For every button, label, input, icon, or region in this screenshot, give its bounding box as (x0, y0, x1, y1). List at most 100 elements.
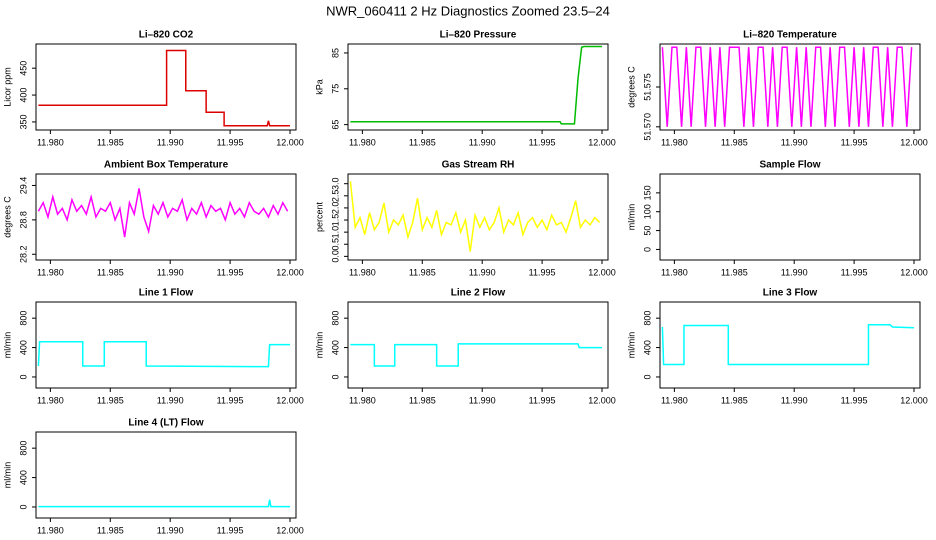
y-axis-label: Licor ppm (2, 67, 12, 107)
y-axis-label: degrees C (2, 196, 12, 238)
plot-frame (347, 43, 609, 131)
panel-title: Li–820 CO2 (139, 30, 194, 41)
y-tick-label: 400 (18, 470, 28, 485)
data-line (37, 188, 289, 238)
x-tick-label: 11.980 (349, 395, 376, 405)
data-line (38, 49, 291, 127)
panel: Line 4 (LT) Flow ml/min 11.980 11.985 11.990… (2, 418, 303, 536)
x-tick-label: 11.985 (409, 267, 436, 277)
x-tick-label: 11.985 (97, 267, 124, 277)
panel-title: Line 3 Flow (763, 288, 818, 299)
panel-title: Line 4 (LT) Flow (128, 418, 204, 429)
y-tick-label: 3.0 (330, 177, 340, 190)
y-tick-label: 0 (330, 374, 340, 379)
panel: Li–820 Pressure kPa 11.980 11.985 11.990 11.9… (314, 30, 615, 148)
y-axis-label: ml/min (2, 332, 12, 359)
y-tick-label: 28.2 (18, 246, 28, 264)
x-tick-label: 11.980 (37, 137, 64, 147)
x-tick-label: 12.000 (588, 395, 616, 405)
y-axis-label: ml/min (314, 332, 324, 359)
x-tick-label: 12.000 (588, 267, 616, 277)
panel-title: Li–820 Temperature (743, 30, 837, 41)
x-tick-label: 12.000 (900, 267, 928, 277)
x-tick-label: 11.985 (721, 137, 748, 147)
x-tick-label: 11.990 (157, 395, 184, 405)
x-tick-label: 11.990 (469, 267, 496, 277)
x-tick-label: 11.980 (37, 525, 64, 535)
plot-frame (659, 301, 921, 389)
y-tick-label: 800 (642, 311, 652, 326)
panel: Gas Stream RH percent 11.980 11.985 11.990 11… (314, 160, 615, 278)
x-tick-label: 11.995 (841, 137, 868, 147)
panel: Line 3 Flow ml/min 11.980 11.985 11.990 11.99… (626, 288, 927, 406)
panel-title: Li–820 Pressure (440, 30, 517, 41)
y-axis-label: ml/min (2, 462, 12, 489)
x-tick-label: 11.985 (97, 395, 124, 405)
x-tick-label: 11.995 (529, 137, 556, 147)
data-line (38, 499, 291, 508)
x-tick-label: 11.990 (781, 395, 808, 405)
y-tick-label: 800 (18, 441, 28, 456)
panel-title: Sample Flow (759, 160, 820, 171)
y-tick-label: 51.575 (642, 73, 652, 101)
x-tick-label: 11.990 (157, 267, 184, 277)
y-tick-label: 400 (330, 340, 340, 355)
y-tick-label: 2.5 (330, 190, 340, 203)
x-tick-label: 11.980 (661, 267, 688, 277)
x-tick-label: 11.995 (217, 395, 244, 405)
x-tick-label: 12.000 (900, 137, 928, 147)
y-tick-label: 800 (18, 311, 28, 326)
panel: Line 2 Flow ml/min 11.980 11.985 11.990 11.99… (314, 288, 615, 406)
panel-title: Line 2 Flow (451, 288, 506, 299)
panel: Li–820 Temperature degrees C 11.980 11.985 1… (626, 30, 927, 148)
y-tick-label: 400 (18, 88, 28, 103)
x-tick-label: 12.000 (276, 525, 304, 535)
y-axis-label: kPa (314, 79, 324, 95)
y-tick-label: 50 (642, 226, 652, 236)
y-tick-label: 350 (18, 114, 28, 129)
y-tick-label: 65 (330, 120, 340, 130)
panel-title: Gas Stream RH (442, 160, 515, 171)
y-tick-label: 1.5 (330, 214, 340, 227)
x-tick-label: 11.995 (217, 137, 244, 147)
x-tick-label: 12.000 (900, 395, 928, 405)
plot-frame (347, 173, 609, 261)
x-tick-label: 11.980 (349, 267, 376, 277)
y-axis-label: percent (314, 201, 324, 232)
x-tick-label: 11.980 (349, 137, 376, 147)
x-tick-label: 11.980 (37, 395, 64, 405)
y-tick-label: 150 (642, 185, 652, 200)
y-tick-label: 0.0 (330, 250, 340, 263)
x-tick-label: 11.980 (37, 267, 64, 277)
x-tick-label: 11.985 (721, 267, 748, 277)
data-line (350, 343, 603, 367)
y-axis-label: ml/min (626, 332, 636, 359)
y-axis-label: ml/min (626, 204, 636, 231)
y-tick-label: 400 (18, 340, 28, 355)
panel-title: Ambient Box Temperature (104, 160, 229, 171)
x-tick-label: 11.990 (157, 525, 184, 535)
x-tick-label: 11.990 (781, 267, 808, 277)
data-line (350, 45, 603, 125)
x-tick-label: 12.000 (588, 137, 616, 147)
plot-frame (35, 301, 297, 389)
y-tick-label: 51.570 (642, 113, 652, 141)
data-line (661, 46, 913, 127)
y-tick-label: 450 (18, 61, 28, 76)
y-tick-label: 0 (642, 247, 652, 252)
data-line (37, 340, 291, 368)
x-tick-label: 11.985 (409, 395, 436, 405)
plot-frame (347, 301, 609, 389)
data-line (661, 324, 915, 366)
x-tick-label: 11.985 (721, 395, 748, 405)
panel-title: Line 1 Flow (139, 288, 194, 299)
x-tick-label: 11.980 (661, 137, 688, 147)
x-tick-label: 11.990 (469, 395, 496, 405)
y-tick-label: 29.4 (18, 177, 28, 195)
y-axis-label: degrees C (626, 66, 636, 108)
y-tick-label: 75 (330, 84, 340, 94)
plot-frame (35, 173, 297, 261)
panel: Ambient Box Temperature degrees C 11.980 11… (2, 160, 303, 278)
y-tick-label: 800 (330, 311, 340, 326)
